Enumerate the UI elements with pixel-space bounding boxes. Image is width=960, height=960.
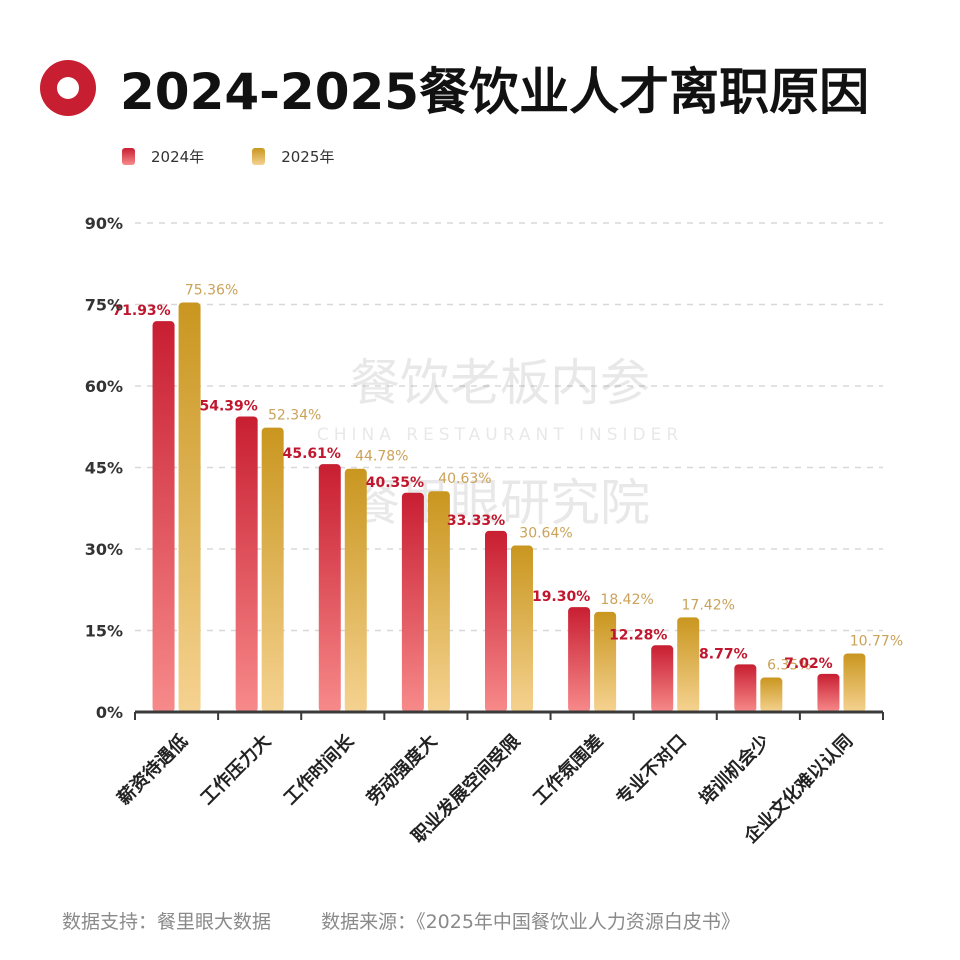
y-tick-label: 30% <box>85 540 123 559</box>
legend-item-2024: 2024年 <box>122 146 204 167</box>
data-label-2025: 18.42% <box>600 592 653 608</box>
x-tick-label: 工作氛围差 <box>528 730 607 809</box>
data-label-2024: 45.61% <box>283 446 341 462</box>
bar-2024 <box>401 492 424 712</box>
data-label-2025: 44.78% <box>355 449 408 465</box>
watermark: 餐饮老板内参 CHINA RESTAURANT INSIDER 餐里眼研究院 <box>317 354 683 532</box>
watermark-line1: 餐饮老板内参 <box>350 354 650 412</box>
legend-label-2024: 2024年 <box>151 148 205 166</box>
bar-2024 <box>318 464 341 712</box>
footer: 数据支持：餐里眼大数据 数据来源：《2025年中国餐饮业人力资源白皮书》 <box>62 907 784 934</box>
y-tick-label: 0% <box>96 703 123 722</box>
bar-2024 <box>568 607 591 712</box>
legend-swatch-2024 <box>122 148 135 165</box>
y-tick-label: 45% <box>85 459 123 478</box>
data-label-2025: 40.63% <box>438 471 491 487</box>
data-label-2025: 52.34% <box>268 408 321 424</box>
data-label-2024: 8.77% <box>699 646 748 662</box>
x-tick-label: 工作时间长 <box>279 729 359 809</box>
data-label-2025: 75.36% <box>185 283 238 299</box>
chart-legend: 2024年 2025年 <box>122 146 382 167</box>
legend-label-2025: 2025年 <box>281 148 335 166</box>
data-label-2024: 7.02% <box>784 656 833 672</box>
bar-2025 <box>843 653 866 712</box>
data-label-2024: 71.93% <box>112 303 170 319</box>
watermark-line2: CHINA RESTAURANT INSIDER <box>317 425 683 445</box>
data-label-2025: 30.64% <box>519 526 572 542</box>
x-tick-label: 工作压力大 <box>196 730 275 809</box>
page-title: 2024-2025餐饮业人才离职原因 <box>120 63 870 121</box>
bar-2025 <box>594 611 617 712</box>
data-label-2024: 40.35% <box>366 475 424 491</box>
footer-source: 数据来源：《2025年中国餐饮业人力资源白皮书》 <box>321 911 740 933</box>
bar-2025 <box>677 617 700 712</box>
title-ring-icon <box>40 60 96 116</box>
y-tick-label: 15% <box>85 622 123 641</box>
data-label-2024: 54.39% <box>200 398 258 414</box>
bar-2024 <box>817 673 840 712</box>
data-label-2024: 12.28% <box>609 627 667 643</box>
y-tick-label: 75% <box>85 296 123 315</box>
footer-support: 数据支持：餐里眼大数据 <box>62 911 272 933</box>
bar-2024 <box>152 321 175 712</box>
watermark-line3: 餐里眼研究院 <box>350 474 650 532</box>
bar-2025 <box>511 545 533 712</box>
y-tick-label: 90% <box>85 214 123 233</box>
x-tick-label: 培训机会少 <box>695 730 774 809</box>
x-tick-label: 薪资待遇低 <box>113 730 192 809</box>
bar-2025 <box>427 491 450 712</box>
data-label-2025: 10.77% <box>850 633 903 649</box>
bar-2025 <box>344 468 367 712</box>
bar-chart: 餐饮老板内参 CHINA RESTAURANT INSIDER 餐里眼研究院 7… <box>85 214 903 848</box>
data-label-2024: 19.30% <box>532 589 590 605</box>
data-label-2025: 17.42% <box>682 597 735 613</box>
bar-2024 <box>734 664 757 712</box>
bar-2024 <box>485 530 507 712</box>
bar-2025 <box>261 427 284 712</box>
legend-item-2025: 2025年 <box>252 146 334 167</box>
bar-2024 <box>235 416 258 712</box>
data-label-2024: 33.33% <box>447 513 505 529</box>
x-tick-label: 劳动强度大 <box>362 730 441 809</box>
bar-2024 <box>651 645 674 712</box>
data-label-2025: 6.35% <box>767 657 811 673</box>
bar-2025 <box>178 302 201 712</box>
x-tick-label: 专业不对口 <box>612 730 691 809</box>
y-tick-label: 60% <box>85 377 123 396</box>
bar-2025 <box>760 677 783 712</box>
legend-swatch-2025 <box>252 148 266 165</box>
